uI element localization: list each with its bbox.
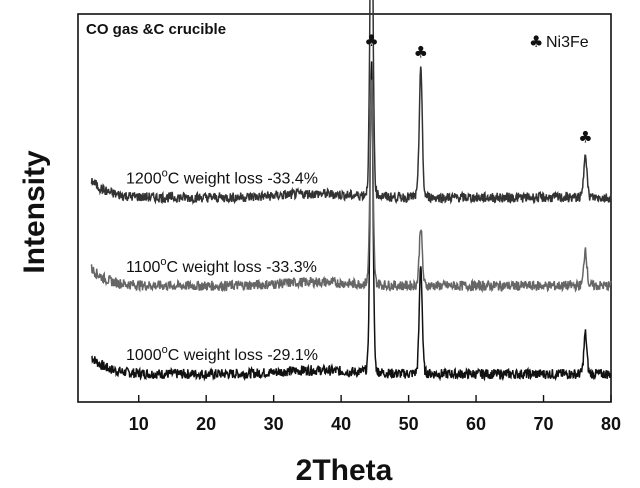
peak-marker-icon: ♣ xyxy=(364,31,378,50)
x-tick-label: 10 xyxy=(129,414,149,434)
legend-marker-icon: ♣ xyxy=(529,32,543,51)
series-labels: 1000oC weight loss -29.1% 1100oC weight l… xyxy=(126,168,318,364)
x-axis-title: 2Theta xyxy=(296,454,393,487)
peak-marker-icon: ♣ xyxy=(414,42,428,61)
peak-markers: ♣ ♣ ♣ xyxy=(364,31,592,146)
peak-marker-icon: ♣ xyxy=(578,127,592,146)
legend-label: Ni3Fe xyxy=(546,34,589,51)
series-label-3: 1200oC weight loss -33.4% xyxy=(126,168,318,188)
series-label-2: 1100oC weight loss -33.3% xyxy=(126,256,317,276)
series-layer xyxy=(90,0,612,382)
chart-title: CO gas &C crucible xyxy=(86,21,226,38)
x-tick-label: 50 xyxy=(399,414,419,434)
x-tick-label: 60 xyxy=(466,414,486,434)
series-line-3 xyxy=(90,0,612,206)
legend: ♣ Ni3Fe xyxy=(529,32,589,51)
series-label-1: 1000oC weight loss -29.1% xyxy=(126,344,318,364)
x-tick-label: 30 xyxy=(264,414,284,434)
series-line-1 xyxy=(91,61,612,382)
x-tick-label: 70 xyxy=(534,414,554,434)
x-tick-label: 40 xyxy=(331,414,351,434)
plot-frame xyxy=(77,13,612,403)
x-axis-ticks: 10 20 30 40 50 60 70 80 xyxy=(129,395,621,434)
x-tick-label: 20 xyxy=(196,414,216,434)
y-axis-title: Intensity xyxy=(18,150,51,274)
x-tick-label: 80 xyxy=(601,414,621,434)
series-line-2 xyxy=(90,79,612,293)
